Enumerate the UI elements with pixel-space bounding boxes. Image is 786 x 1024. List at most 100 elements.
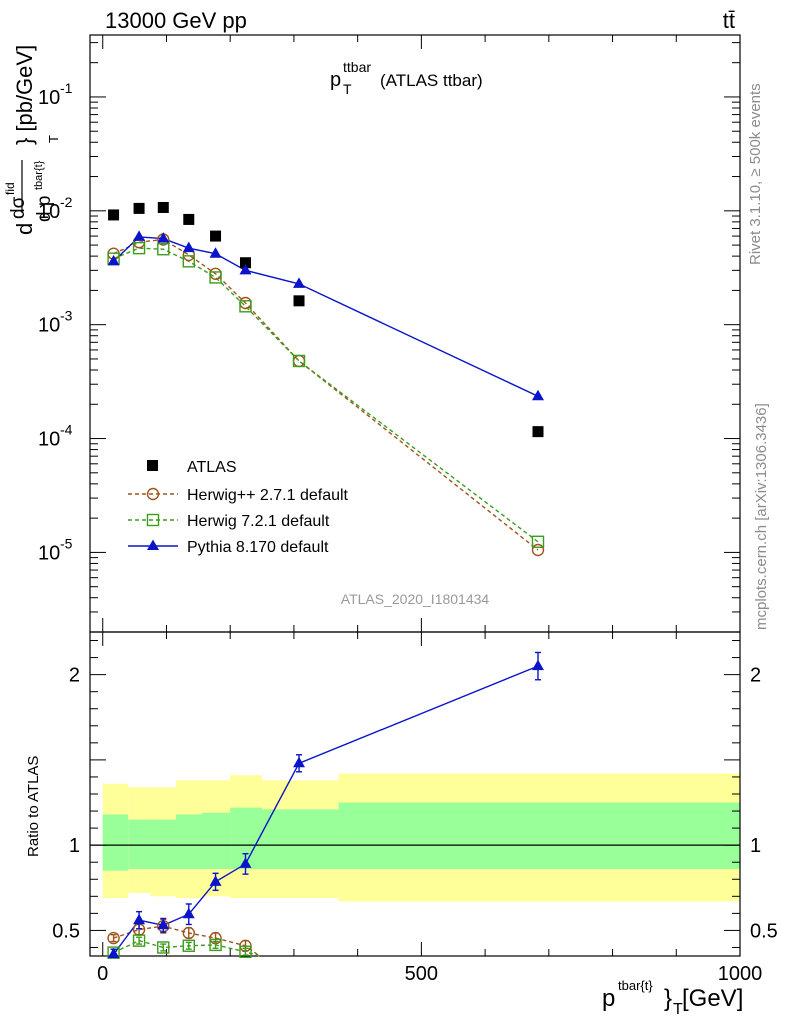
plot-title-main: p — [330, 69, 341, 91]
ratio-y-tick-label-right: 1 — [750, 835, 761, 857]
y-tick-exponent: -1 — [60, 80, 73, 96]
series-point-triangle — [239, 263, 252, 275]
y-tick-exponent: -3 — [60, 308, 73, 324]
band-inner-bin — [338, 802, 740, 870]
y-tick-label: 10 — [38, 201, 60, 223]
y-tick-exponent: -2 — [60, 194, 73, 210]
legend-marker-herwig7 — [146, 513, 160, 527]
series-point-circle — [292, 354, 306, 368]
x-axis-label: p — [602, 985, 615, 1012]
atlas-data-point — [210, 230, 222, 242]
ratio-point-triangle — [157, 918, 170, 930]
atlas-data-point — [108, 209, 120, 221]
y-label-tbar: tbar{t} — [33, 160, 45, 190]
band-inner-bin — [201, 812, 231, 870]
plot-title: p — [330, 69, 341, 91]
y-tick-label: 10 — [38, 87, 60, 109]
main-lines — [113, 236, 539, 551]
ratio-y-label: Ratio to ATLAS — [25, 756, 42, 857]
ratio-point-triangle — [182, 907, 195, 919]
y-tick-label: 10 — [38, 315, 60, 337]
series-line-circle — [113, 238, 539, 551]
y-axis-label: d dσ fid d p tbar{t} T }[pb/GeV] — [3, 45, 61, 235]
series-point-square — [132, 241, 146, 255]
legend: ATLAS Herwig++ 2.7.1 default Herwig 7.2.… — [128, 459, 349, 556]
ratio-point-square — [239, 945, 252, 958]
plot-title-tail: (ATLAS ttbar) — [380, 71, 483, 90]
series-point-triangle — [182, 241, 195, 253]
series-point-triangle — [107, 254, 120, 266]
ratio-point-triangle — [107, 947, 120, 959]
y-label-T: T — [46, 135, 61, 143]
ratio-y-tick-label: 0.5 — [52, 920, 80, 942]
y-label-fid: fid — [3, 182, 17, 195]
y-tick-exponent: -5 — [60, 535, 73, 551]
series-point-triangle — [209, 247, 222, 258]
ratio-bands — [90, 773, 740, 902]
atlas-data-point — [157, 201, 169, 213]
x-label-sup: tbar{t} — [618, 978, 653, 993]
series-point-circle — [531, 543, 545, 557]
legend-marker-atlas — [147, 460, 158, 471]
series-point-square — [157, 243, 170, 256]
y-label-unit: }[pb/GeV] — [12, 45, 37, 145]
legend-marker-herwigpp — [146, 487, 160, 501]
x-label-brace: } — [664, 985, 672, 1012]
plot-title-sub: T — [343, 81, 352, 97]
legend-marker-pythia — [147, 539, 159, 550]
ratio-point-triangle — [239, 857, 252, 868]
ratio-point-square — [132, 934, 146, 947]
main-markers — [107, 201, 545, 557]
plot-title-sup: ttbar — [343, 59, 371, 75]
legend-label-herwig7: Herwig 7.2.1 default — [187, 513, 330, 530]
band-inner-bin — [102, 814, 129, 871]
legend-label-herwigpp: Herwig++ 2.7.1 default — [187, 487, 349, 504]
ratio-y-tick-label-right: 2 — [750, 665, 761, 687]
x-tick-label: 500 — [405, 963, 438, 985]
atlas-data-point — [532, 426, 544, 438]
ratio-y-tick-label: 1 — [69, 835, 80, 857]
y-tick-label: 10 — [38, 542, 60, 564]
ratio-point-square — [157, 941, 170, 954]
y-label-dsigma: dσ — [8, 196, 29, 219]
series-point-triangle — [133, 230, 146, 241]
legend-label-atlas: ATLAS — [187, 459, 237, 476]
ratio-point-triangle — [133, 913, 146, 925]
series-point-square — [182, 255, 195, 268]
energy-label: 13000 GeV pp — [105, 8, 247, 33]
ratio-point-triangle — [293, 756, 306, 768]
ratio-y-tick-label-right: 0.5 — [750, 920, 778, 942]
rivet-caption: Rivet 3.1.10, ≥ 500k events — [747, 83, 764, 265]
x-tick-label: 0 — [97, 963, 108, 985]
x-label-sub: T — [673, 1001, 683, 1018]
y-label-dp: d p — [34, 196, 55, 222]
y-tick-label: 10 — [38, 429, 60, 451]
atlas-data-point — [293, 295, 305, 307]
ratio-point-square — [209, 938, 222, 952]
atlas-data-point — [239, 257, 251, 269]
ratio-point-square — [182, 939, 195, 952]
analysis-tag: ATLAS_2020_I1801434 — [341, 591, 490, 607]
ratio-point-triangle — [209, 875, 222, 886]
y-tick-exponent: -4 — [60, 422, 73, 438]
legend-label-pythia: Pythia 8.170 default — [187, 539, 329, 556]
y-label-d: d — [12, 223, 37, 235]
series-line-triangle — [113, 236, 539, 397]
x-label-p: p — [602, 985, 615, 1012]
band-inner-bin — [128, 819, 151, 870]
band-inner-bin — [150, 819, 177, 870]
ratio-point-circle — [182, 926, 195, 940]
atlas-data-point — [183, 213, 195, 225]
series-point-square — [209, 271, 222, 284]
series-point-triangle — [293, 277, 306, 288]
series-point-square — [531, 535, 545, 548]
series-point-square — [292, 354, 306, 368]
band-inner-bin — [262, 809, 339, 870]
series-point-triangle — [531, 389, 544, 401]
ratio-point-triangle — [531, 659, 544, 671]
band-inner-bin — [176, 814, 202, 870]
ratio-point-circle — [107, 931, 120, 945]
ratio-markers — [107, 651, 544, 959]
series-line-square — [113, 247, 539, 543]
